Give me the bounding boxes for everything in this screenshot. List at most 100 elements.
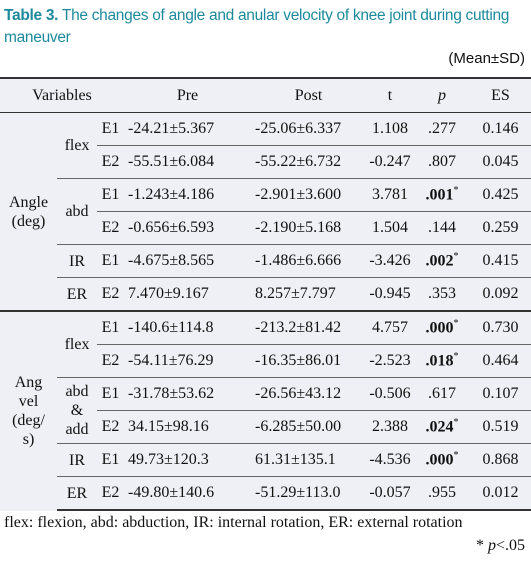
value-cell: 0.092: [470, 277, 531, 311]
data-row: abd & add E1 -31.78±53.62 -26.56±43.12 -0.506.…: [0, 377, 531, 444]
value-cell: -51.29±113.0: [251, 476, 366, 511]
group-label-line: s): [22, 431, 35, 448]
value-cell: -24.21±5.367: [128, 120, 215, 137]
data-row: abd E1 -1.243±4.186 -2.901±3.600 3.781.001* 0…: [0, 178, 531, 245]
group-label-line: Ang: [14, 374, 43, 391]
data-row: E2 -54.11±76.29 -16.35±86.01 -2.523.018* 0.4…: [0, 344, 531, 378]
value-cell: 0.464: [470, 344, 531, 378]
value-cell: .001*: [414, 178, 470, 212]
group-label-line: vel: [18, 393, 39, 410]
value-cell: 0.730: [470, 310, 531, 345]
significance-mark: *: [453, 251, 459, 263]
value-cell: -0.945: [366, 277, 414, 311]
subgroup-label: abd & add: [57, 377, 97, 444]
value-cell: .002*: [414, 244, 470, 278]
value-cell: 0.259: [470, 211, 531, 245]
value-cell: -1.243±4.186: [124, 178, 251, 212]
significance-mark: *: [453, 450, 459, 462]
value-cell: .955: [414, 476, 470, 511]
condition-cell: E1: [97, 310, 124, 345]
value-cell: 61.31±135.1: [251, 443, 366, 477]
condition-cell: E2: [97, 344, 124, 378]
value-cell: -213.2±81.42: [251, 310, 366, 345]
value-cell: .144: [414, 211, 470, 245]
subgroup-label: ER: [57, 476, 97, 511]
value-cell: -0.656±6.593: [124, 211, 251, 245]
subgroup-label-line: flex: [64, 137, 90, 154]
data-row: Ang vel (deg/s) flex E1 -140.6±114.8 -213.2±81…: [0, 310, 531, 510]
caption: Table 3. The changes of angle and anular…: [4, 5, 524, 49]
significant-value: .002: [425, 252, 454, 270]
value-cell: 7.470±9.167: [124, 277, 251, 311]
value-cell: 34.15±98.16: [124, 410, 251, 444]
subgroup-label: IR: [57, 443, 97, 477]
condition-cell: E2: [97, 277, 124, 311]
subgroup-label-line: IR: [69, 252, 85, 270]
group-label-line: (deg/: [12, 412, 45, 429]
significant-value: .001: [425, 186, 454, 204]
significant-value: .000: [425, 451, 454, 469]
unit-note: (Mean±SD): [448, 50, 525, 67]
value-cell: -55.51±6.084: [124, 145, 251, 179]
subgroup-label: flex: [57, 310, 97, 378]
value-cell: -4.675±8.565: [124, 244, 251, 278]
value-cell: -2.190±5.168: [251, 211, 366, 245]
subgroup-label-line: add: [65, 421, 89, 438]
subgroup-label-line: abd: [65, 203, 89, 220]
value-cell: -2.901±3.600: [251, 178, 366, 212]
value-cell: -0.057: [366, 476, 414, 511]
value-cell: .024*: [414, 410, 470, 444]
value-cell: -4.536: [366, 443, 414, 477]
value-cell: -55.22±6.732: [251, 145, 366, 179]
value-cell: 0.519: [470, 410, 531, 444]
subgroup-label-line: flex: [64, 336, 90, 353]
subgroup-label-line: abd: [65, 383, 89, 400]
value-cell: .000*: [414, 443, 470, 477]
sig-mark: *: [475, 537, 484, 554]
significant-value: .024: [425, 418, 454, 436]
data-row: ER E2 7.470±9.167 8.257±7.797 -0.945.353 0.09…: [0, 277, 531, 311]
value-cell: .000*: [414, 310, 470, 345]
value-cell: 49.73±120.3: [124, 443, 251, 477]
footnote-text: flex: flexion, abd: abduction, IR: inter…: [4, 514, 463, 531]
value-cell: .807: [414, 145, 470, 179]
value-cell: -1.486±6.666: [251, 244, 366, 278]
data-row: IR E1 -4.675±8.565 -1.486±6.666 -3.426.002* 0…: [0, 244, 531, 278]
header-row: Variables Pre Post t p ES: [0, 77, 531, 113]
value-cell: .277: [428, 120, 456, 137]
caption-label: Table 3.: [4, 7, 59, 24]
header-cell: Post: [251, 77, 366, 113]
value-cell: .617: [414, 377, 470, 411]
group-label-line: Angle: [8, 193, 49, 211]
value-cell: -31.78±53.62: [124, 377, 251, 411]
value-cell: -16.35±86.01: [251, 344, 366, 378]
group-label-line: (deg): [11, 212, 46, 230]
value-cell: 3.781: [366, 178, 414, 212]
value-cell: 8.257±7.797: [251, 277, 366, 311]
value-cell: -140.6±114.8: [124, 310, 251, 345]
condition-cell: E2: [97, 211, 124, 245]
footnote: flex: flexion, abd: abduction, IR: inter…: [4, 511, 525, 557]
condition-cell: E2: [97, 145, 124, 179]
condition-cell: E1: [101, 120, 120, 137]
significance-mark: *: [453, 318, 459, 330]
data-row: IR E1 49.73±120.3 61.31±135.1 -4.536.000* 0.8…: [0, 443, 531, 477]
condition-cell: E2: [97, 476, 124, 511]
subgroup-label: IR: [57, 244, 97, 278]
value-cell: 0.415: [470, 244, 531, 278]
subgroup-label: ER: [57, 277, 97, 311]
value-cell: .018*: [414, 344, 470, 378]
value-cell: .353: [414, 277, 470, 311]
group-label: Angle (deg): [0, 113, 57, 312]
subgroup-label: abd: [57, 178, 97, 245]
caption-text: The changes of angle and anular velocity…: [4, 7, 510, 46]
value-cell: -6.285±50.00: [251, 410, 366, 444]
value-cell: -2.523: [366, 344, 414, 378]
value-cell: 4.757: [366, 310, 414, 345]
value-cell: -25.06±6.337: [255, 120, 342, 137]
value-cell: 2.388: [366, 410, 414, 444]
subgroup-label: flex: [57, 113, 97, 179]
value-cell: 0.045: [470, 145, 531, 179]
significant-value: .000: [425, 319, 454, 337]
condition-cell: E1: [97, 178, 124, 212]
